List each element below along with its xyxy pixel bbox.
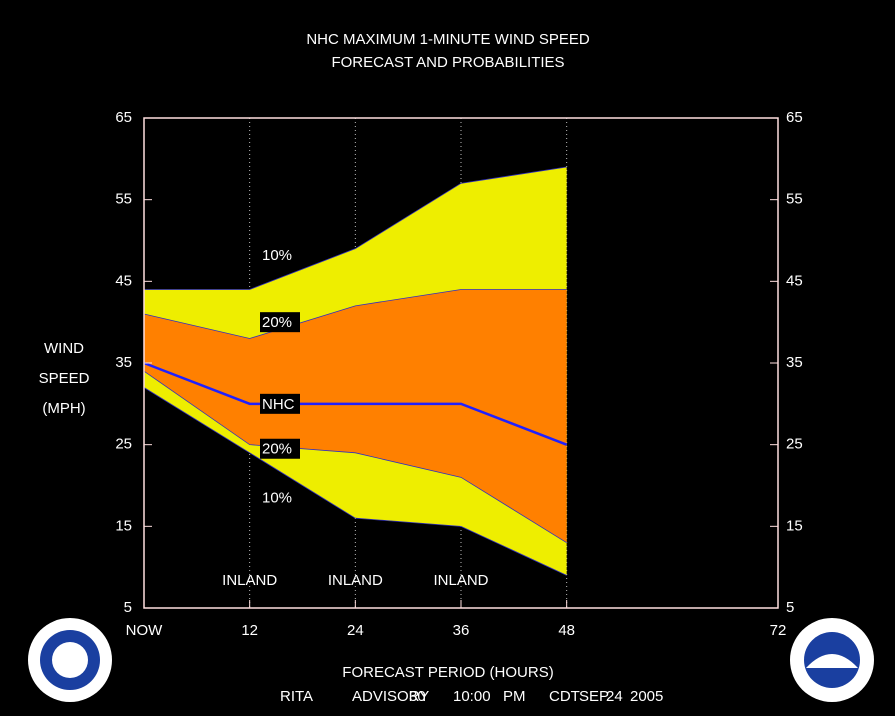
series-label: 20% [262, 314, 292, 331]
y2-tick-label: 25 [786, 436, 803, 453]
noaa-logo [790, 618, 874, 702]
footer-text: RITA [280, 688, 313, 705]
series-label-box [260, 438, 300, 459]
x-tick-label: NOW [126, 622, 164, 639]
chart-title: NHC MAXIMUM 1-MINUTE WIND SPEED [306, 31, 590, 48]
y-axis-label: SPEED [39, 370, 90, 387]
series-label: 10% [262, 247, 292, 264]
y-axis-label: (MPH) [42, 400, 85, 417]
band-edge [143, 289, 567, 339]
logo-cloud [52, 642, 88, 678]
y-tick-label: 25 [115, 436, 132, 453]
y-tick-label: 45 [115, 272, 132, 289]
footer-text: 10:00 [453, 688, 491, 705]
series-label-box [260, 245, 300, 266]
nws-logo [28, 618, 112, 702]
y-tick-label: 35 [115, 354, 132, 371]
x-tick-label: 48 [558, 622, 575, 639]
band-edge [144, 166, 567, 290]
y2-tick-label: 55 [786, 191, 803, 208]
footer-text: 24 [606, 688, 623, 705]
y2-tick-label: 45 [786, 272, 803, 289]
footer-text: 30 [409, 688, 426, 705]
footer-text: PM [503, 688, 526, 705]
logo-bird [806, 654, 858, 668]
series-label: 20% [262, 441, 292, 458]
footer-text: SEP [579, 688, 609, 705]
chart-subtitle: FORECAST AND PROBABILITIES [331, 54, 564, 71]
band-edge [143, 370, 567, 544]
y-axis-label: WIND [44, 340, 84, 357]
y2-tick-label: 5 [786, 599, 794, 616]
y2-tick-label: 65 [786, 109, 803, 126]
y2-tick-label: 35 [786, 354, 803, 371]
probability-band [144, 289, 567, 543]
band-edge [143, 387, 567, 576]
series-label-box [260, 487, 300, 508]
y-tick-label: 15 [115, 517, 132, 534]
x-tick-label: 12 [241, 622, 258, 639]
y-tick-label: 5 [124, 599, 132, 616]
footer-text: ADVISORY [352, 688, 429, 705]
footer-text: CDT [549, 688, 580, 705]
x-tick-label: 36 [453, 622, 470, 639]
x-axis-label: FORECAST PERIOD (HOURS) [342, 664, 553, 681]
series-label: NHC [262, 396, 295, 413]
annotation: INLAND [328, 572, 383, 589]
series-label-box [260, 393, 300, 414]
y-tick-label: 65 [115, 109, 132, 126]
annotation: INLAND [433, 572, 488, 589]
annotation: INLAND [222, 572, 277, 589]
x-tick-label: 24 [347, 622, 364, 639]
y-tick-label: 55 [115, 191, 132, 208]
x-tick-label: 72 [770, 622, 787, 639]
forecast-line [143, 361, 568, 446]
series-label-box [260, 312, 300, 333]
y2-tick-label: 15 [786, 517, 803, 534]
series-label: 10% [262, 489, 292, 506]
footer-text: 2005 [630, 688, 663, 705]
